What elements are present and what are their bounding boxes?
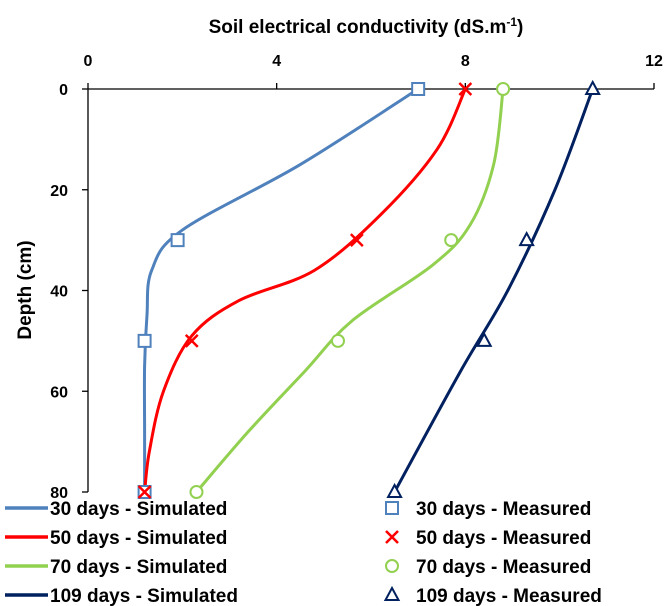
data-point [411,82,426,96]
y-tick-label: 80 [50,485,68,502]
data-point [184,333,199,348]
y-axis-title: Depth (cm) [15,240,36,339]
legend: 30 days - Simulated 50 days - Simulated 70… [5,499,602,606]
series-line [195,88,505,493]
series-line [143,88,467,493]
data-point [496,82,511,96]
legend-label: 50 days - Simulated [50,528,227,549]
legend-label: 70 days - Measured [416,557,591,578]
legend-label: 109 days - Measured [416,586,602,606]
data-point [518,231,535,247]
data-point [349,233,364,248]
legend-label: 70 days - Simulated [50,557,227,578]
data-point [137,333,152,348]
y-tick-label: 60 [50,384,68,401]
data-point [386,482,403,498]
data-point [458,82,473,96]
data-point [444,233,459,248]
x-tick-label: 4 [272,53,281,70]
legend-marker-swatch [385,530,399,544]
legend-label: 109 days - Simulated [50,586,238,606]
data-point [330,333,345,348]
x-axis-title: Soil electrical conductivity (dS.m-1) [209,15,524,38]
legend-label: 30 days - Simulated [50,499,227,520]
y-tick-label: 20 [50,183,68,200]
data-point [137,485,152,499]
legend-label: 50 days - Measured [416,528,591,549]
series-line [142,87,419,492]
data-point [584,79,601,95]
x-tick-label: 8 [461,53,470,70]
series-line [393,88,595,493]
y-tick-label: 0 [59,82,68,99]
legend-label: 30 days - Measured [416,499,591,520]
legend-marker-swatch [385,501,399,515]
y-tick-label: 40 [50,284,68,301]
data-point [170,233,185,248]
legend-marker-swatch [383,585,401,601]
plot-area [137,79,601,499]
legend-marker-swatch [385,559,399,573]
data-point [189,485,204,499]
x-tick-label: 12 [645,53,663,70]
axes: 0 4 8 12 0 20 40 60 80 [50,53,663,502]
data-point [476,331,493,347]
x-tick-label: 0 [84,53,93,70]
